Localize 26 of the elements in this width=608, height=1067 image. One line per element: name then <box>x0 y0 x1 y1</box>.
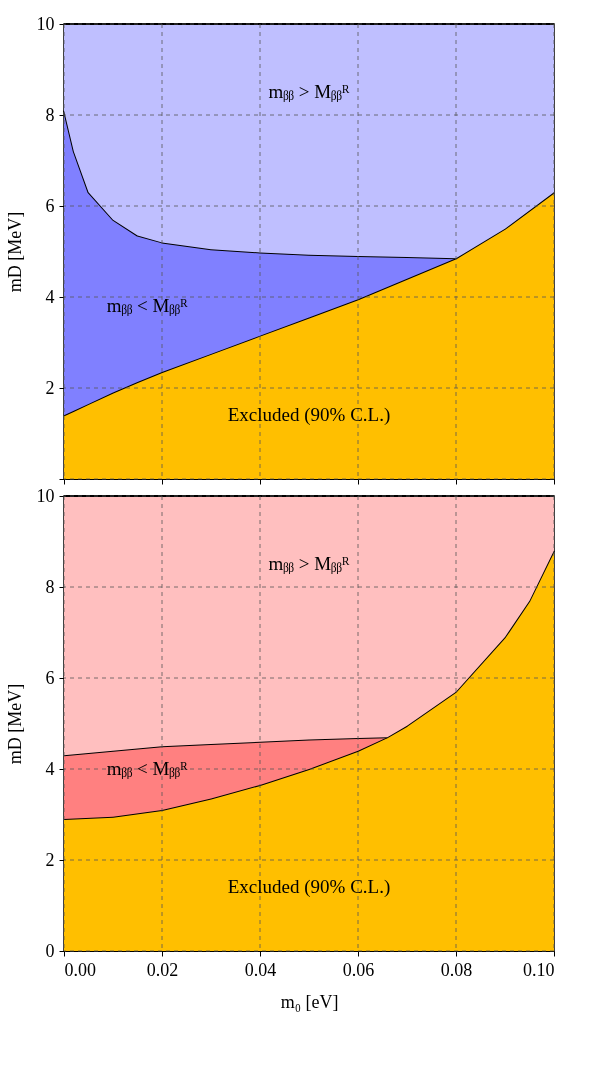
x-tick-label: 0.04 <box>244 959 277 980</box>
y-tick-label: 6 <box>45 195 55 216</box>
x-tick-label: 0.02 <box>146 959 179 980</box>
y-axis-title: mD [MeV] <box>4 683 25 765</box>
y-tick-label: 2 <box>45 377 55 398</box>
y-axis-title: mD [MeV] <box>4 211 25 293</box>
x-tick-label: 0.08 <box>440 959 473 980</box>
x-tick-label: 0.06 <box>342 959 375 980</box>
y-tick-label: 8 <box>45 576 55 597</box>
annotation: mᵦᵦ > Mᵦᵦᴿ <box>268 553 350 575</box>
y-tick-label: 10 <box>36 485 55 506</box>
x-axis-title: m₀ [eV] <box>280 991 339 1012</box>
y-tick-label: 2 <box>45 849 55 870</box>
annotation: mᵦᵦ > Mᵦᵦᴿ <box>268 81 350 103</box>
y-tick-label: 8 <box>45 104 55 125</box>
x-tick-label: 0.00 <box>64 959 96 980</box>
annotation: mᵦᵦ < Mᵦᵦᴿ <box>106 758 189 779</box>
y-tick-label: 6 <box>45 667 55 688</box>
y-tick-label: 10 <box>36 13 55 34</box>
annotation: Excluded (90% C.L.) <box>227 876 391 899</box>
annotation: Excluded (90% C.L.) <box>227 404 391 427</box>
annotation: mᵦᵦ < Mᵦᵦᴿ <box>106 295 189 317</box>
x-tick-label: 0.10 <box>523 959 555 980</box>
y-tick-label: 4 <box>45 758 55 779</box>
y-tick-label: 0 <box>45 940 55 961</box>
y-tick-label: 4 <box>45 286 55 307</box>
